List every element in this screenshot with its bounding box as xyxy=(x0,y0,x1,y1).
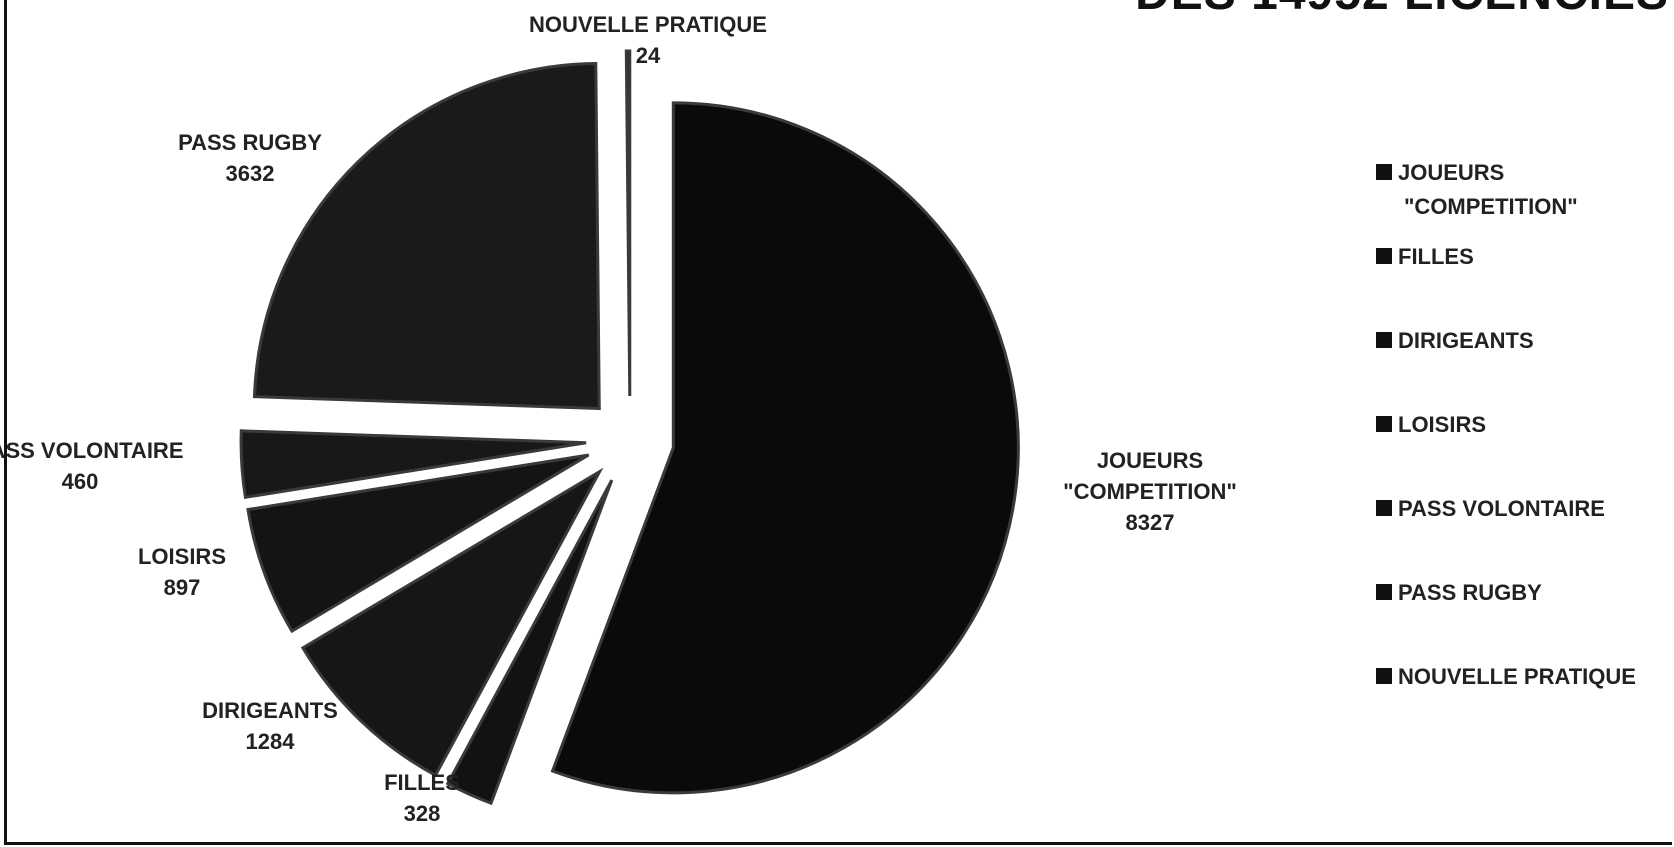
slice-labels: JOUEURS "COMPETITION" 8327 FILLES 328 DIRIGEA… xyxy=(0,12,1237,826)
legend-swatch-filles xyxy=(1376,248,1392,264)
data-label-filles: FILLES 328 xyxy=(384,770,460,826)
legend-swatch-pass-volontaire xyxy=(1376,500,1392,516)
legend-swatch-pass-rugby xyxy=(1376,584,1392,600)
slice-joueurs-competition xyxy=(550,101,1020,795)
data-label-dirigeants: DIRIGEANTS 1284 xyxy=(202,698,338,754)
legend-label-nouvelle-pratique: NOUVELLE PRATIQUE xyxy=(1398,664,1636,689)
slice-pass-rugby xyxy=(252,62,601,411)
pie-slices xyxy=(239,49,1020,806)
legend-swatch-joueurs-competition xyxy=(1376,164,1392,180)
legend-label-pass-rugby: PASS RUGBY xyxy=(1398,580,1542,605)
legend-label-joueurs-competition: JOUEURS "COMPETITION" xyxy=(1398,160,1578,219)
chart-legend: JOUEURS "COMPETITION" FILLES DIRIGEANTS LOIS… xyxy=(1376,160,1636,689)
data-label-pass-rugby: PASS RUGBY 3632 xyxy=(178,130,322,186)
legend-swatch-dirigeants xyxy=(1376,332,1392,348)
chart-title: DES 14952 LICENCIES xyxy=(1135,0,1669,21)
data-label-loisirs: LOISIRS 897 xyxy=(138,544,226,600)
legend-swatch-nouvelle-pratique xyxy=(1376,668,1392,684)
legend-label-filles: FILLES xyxy=(1398,244,1474,269)
data-label-joueurs-competition: JOUEURS "COMPETITION" 8327 xyxy=(1063,448,1237,535)
legend-label-pass-volontaire: PASS VOLONTAIRE xyxy=(1398,496,1605,521)
legend-label-loisirs: LOISIRS xyxy=(1398,412,1486,437)
slice-dirigeants xyxy=(300,467,604,778)
slice-filles xyxy=(445,479,614,806)
slice-nouvelle-pratique xyxy=(624,49,632,397)
chart-frame xyxy=(4,0,1672,845)
legend-swatch-loisirs xyxy=(1376,416,1392,432)
data-label-nouvelle-pratique: NOUVELLE PRATIQUE 24 xyxy=(529,12,767,68)
legend-label-dirigeants: DIRIGEANTS xyxy=(1398,328,1534,353)
slice-loisirs xyxy=(246,453,590,634)
slice-pass-volontaire xyxy=(239,429,587,500)
